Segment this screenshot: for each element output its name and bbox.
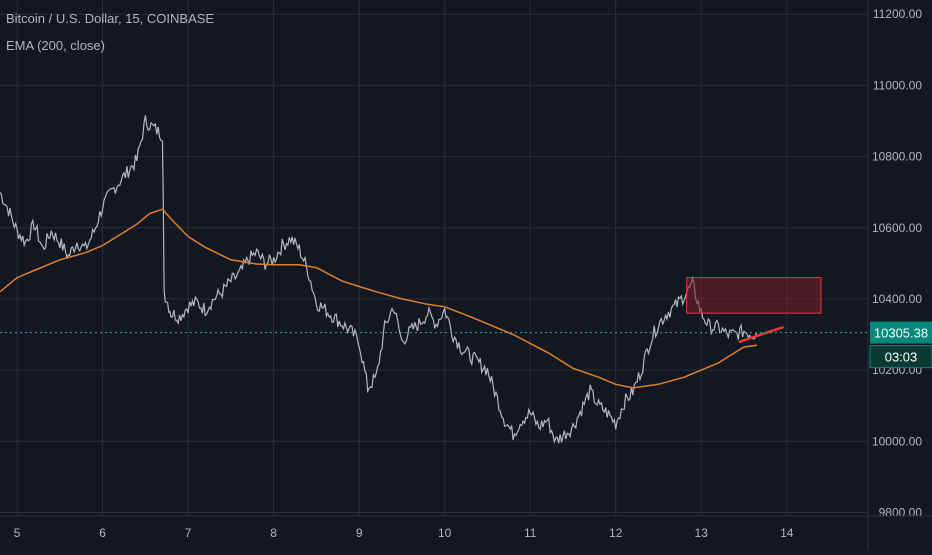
series-layer — [0, 115, 758, 444]
overlay-layer — [0, 277, 868, 343]
trend-arrow — [738, 326, 784, 343]
y-tick-label: 10000.00 — [872, 434, 922, 448]
x-tick-label: 6 — [99, 526, 106, 540]
x-tick-label: 13 — [695, 526, 709, 540]
x-tick-label: 12 — [609, 526, 623, 540]
x-tick-label: 14 — [780, 526, 794, 540]
x-tick-label: 11 — [524, 526, 537, 540]
x-tick-label: 7 — [185, 526, 192, 540]
symbol-title[interactable]: Bitcoin / U.S. Dollar, 15, COINBASE — [6, 11, 215, 26]
price-series-line — [0, 115, 758, 444]
last-price-label: 10305.38 — [874, 326, 928, 341]
countdown-label: 03:03 — [885, 350, 918, 365]
y-tick-label: 10600.00 — [872, 221, 922, 235]
y-tick-label: 11200.00 — [873, 7, 922, 21]
x-tick-label: 9 — [356, 526, 363, 540]
y-tick-label: 11000.00 — [873, 78, 922, 92]
x-tick-label: 10 — [438, 526, 452, 540]
countdown-tag — [869, 345, 932, 369]
indicator-legend[interactable]: EMA (200, close) — [6, 38, 105, 53]
y-tick-label: 10800.00 — [872, 150, 922, 164]
last-price-tag — [870, 321, 932, 344]
resistance-zone — [686, 277, 822, 314]
x-tick-label: 8 — [270, 526, 277, 540]
x-tick-label: 5 — [14, 526, 21, 540]
y-tick-label: 10400.00 — [872, 292, 922, 306]
ema-series-line — [0, 208, 757, 389]
y-tick-label: 9800.00 — [879, 505, 923, 519]
